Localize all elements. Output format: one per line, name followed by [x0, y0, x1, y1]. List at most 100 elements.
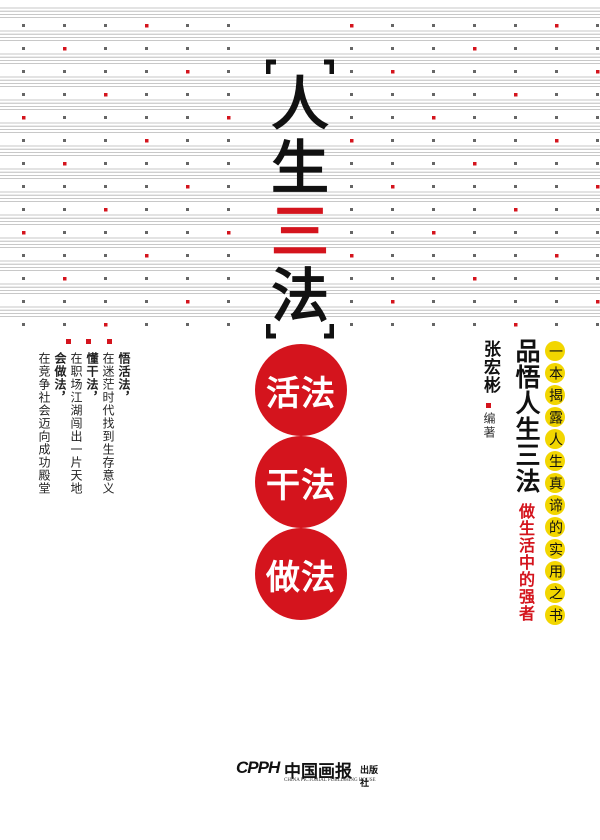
tagline-bead: 用	[545, 561, 565, 581]
pattern-dot	[186, 70, 190, 74]
pattern-dot	[432, 47, 435, 50]
pattern-dot	[596, 24, 599, 27]
pattern-dot	[145, 231, 148, 234]
pattern-dot	[514, 116, 517, 119]
tagline-bead: 实	[545, 539, 565, 559]
pattern-dot	[596, 323, 599, 326]
publisher-mark: CPPH	[236, 758, 280, 777]
pattern-dot	[227, 93, 230, 96]
pattern-dot	[104, 116, 107, 119]
circle-huofa: 活法	[255, 344, 347, 436]
tagline-bead: 书	[545, 605, 565, 625]
pattern-dot	[473, 185, 476, 188]
pattern-dot	[186, 139, 189, 142]
title-char-1: 人	[270, 70, 329, 138]
pattern-dot	[391, 300, 395, 304]
pattern-dot	[350, 116, 353, 119]
pattern-dot	[104, 139, 107, 142]
pattern-dot	[432, 185, 435, 188]
circle-zuofa: 做法	[255, 528, 347, 620]
pattern-dot	[104, 93, 108, 97]
pattern-dot	[391, 185, 395, 189]
pattern-dot	[391, 277, 394, 280]
tagline-bead: 本	[545, 363, 565, 383]
pattern-dot	[145, 323, 148, 326]
book-title: 人 生 三 法	[266, 58, 334, 340]
pattern-dot	[186, 277, 189, 280]
pattern-dot	[22, 277, 25, 280]
pattern-dot	[186, 254, 189, 257]
pattern-dot	[350, 208, 353, 211]
pattern-dot	[555, 185, 558, 188]
pattern-dot	[514, 185, 517, 188]
pattern-dot	[473, 24, 476, 27]
pattern-dot	[555, 208, 558, 211]
title-bracket-icon	[266, 59, 334, 339]
pattern-dot	[63, 300, 66, 303]
tagline-bead: 的	[545, 517, 565, 537]
pattern-dot	[63, 47, 67, 51]
author-dot	[486, 403, 491, 408]
pattern-dot	[514, 300, 517, 303]
pattern-dot	[22, 162, 25, 165]
pattern-dot	[391, 231, 394, 234]
pattern-dot	[514, 93, 518, 97]
pattern-dot	[227, 24, 230, 27]
background-line-pattern	[0, 7, 600, 327]
pattern-dot	[555, 300, 558, 303]
tagline-bead: 人	[545, 429, 565, 449]
left-text-col1: 悟活法，	[117, 352, 131, 404]
pattern-dot	[596, 185, 600, 189]
pattern-dot	[227, 300, 230, 303]
pattern-dot	[350, 277, 353, 280]
left-text-col5: 会做法，	[53, 352, 67, 404]
pattern-dot	[63, 162, 67, 166]
pattern-dot	[22, 47, 25, 50]
pattern-dot	[514, 47, 517, 50]
pattern-dot	[391, 139, 394, 142]
pattern-dot	[63, 116, 66, 119]
pattern-dot	[227, 116, 231, 120]
pattern-dot	[22, 254, 25, 257]
pattern-dot	[145, 185, 148, 188]
pattern-dot	[473, 208, 476, 211]
pattern-dot	[227, 47, 230, 50]
pattern-dot	[63, 70, 66, 73]
pattern-dot	[555, 162, 558, 165]
pattern-dot	[432, 208, 435, 211]
pattern-dot	[473, 300, 476, 303]
red-dot-1	[66, 339, 71, 344]
pattern-dot	[227, 231, 231, 235]
pattern-dot	[104, 254, 107, 257]
pattern-dot	[227, 323, 230, 326]
title-char-2: 生	[270, 134, 329, 202]
pattern-dot	[391, 162, 394, 165]
pattern-dot	[555, 70, 558, 73]
pattern-dot	[473, 47, 477, 51]
pattern-dot	[596, 277, 599, 280]
pattern-dot	[145, 254, 149, 258]
pattern-dot	[22, 70, 25, 73]
pattern-dot	[432, 277, 435, 280]
publisher-suffix: 出版社	[360, 766, 379, 789]
pattern-dot	[22, 139, 25, 142]
pattern-dot	[22, 300, 25, 303]
title-char-3: 三	[270, 198, 329, 266]
pattern-dot	[22, 185, 25, 188]
pattern-dot	[350, 185, 353, 188]
pattern-dot	[63, 323, 66, 326]
tagline-bead: 之	[545, 583, 565, 603]
pattern-dot	[104, 277, 107, 280]
publisher-logo: CPPH 中国画报 出版社 CHINA PICTORIAL PUBLISHING…	[236, 757, 386, 789]
pattern-dot	[145, 139, 149, 143]
pattern-dot	[104, 323, 108, 327]
pattern-dot	[186, 24, 189, 27]
pattern-dot	[350, 300, 353, 303]
pattern-dot	[227, 254, 230, 257]
pattern-dot	[514, 139, 517, 142]
pattern-dot	[514, 70, 517, 73]
pattern-dot	[63, 93, 66, 96]
pattern-dot	[186, 185, 190, 189]
pattern-dot	[22, 116, 26, 120]
pattern-dot	[473, 277, 477, 281]
